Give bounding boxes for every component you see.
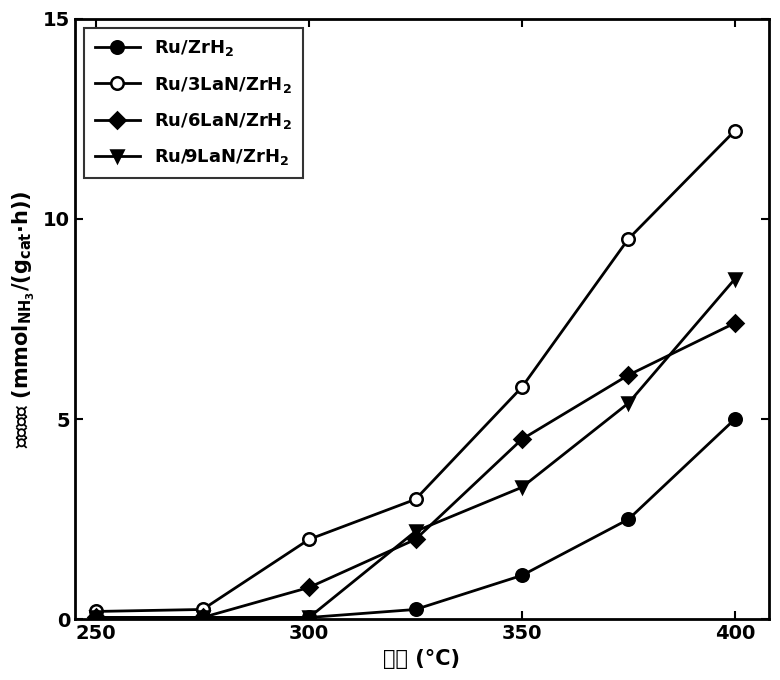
Ru/3LaN/ZrH$_2$ — [91, 607, 101, 615]
Ru/3LaN/ZrH$_2$ — [411, 495, 420, 503]
Ru/ZrH$_2$ — [730, 415, 739, 423]
Ru/9LaN/ZrH$_2$ — [517, 483, 526, 492]
Ru/6LaN/ZrH$_2$ — [198, 613, 207, 622]
Ru/ZrH$_2$ — [411, 605, 420, 613]
X-axis label: 温度 (°C): 温度 (°C) — [384, 649, 460, 669]
Line: Ru/9LaN/ZrH$_2$: Ru/9LaN/ZrH$_2$ — [90, 273, 741, 624]
Ru/ZrH$_2$ — [624, 515, 633, 524]
Ru/9LaN/ZrH$_2$ — [411, 527, 420, 535]
Ru/ZrH$_2$ — [517, 571, 526, 579]
Ru/9LaN/ZrH$_2$ — [730, 275, 739, 283]
Line: Ru/ZrH$_2$: Ru/ZrH$_2$ — [90, 413, 741, 624]
Ru/3LaN/ZrH$_2$ — [517, 383, 526, 391]
Ru/6LaN/ZrH$_2$ — [304, 583, 314, 592]
Ru/ZrH$_2$ — [91, 613, 101, 622]
Ru/6LaN/ZrH$_2$ — [624, 371, 633, 379]
Ru/9LaN/ZrH$_2$ — [304, 613, 314, 622]
Line: Ru/3LaN/ZrH$_2$: Ru/3LaN/ZrH$_2$ — [90, 124, 741, 617]
Ru/ZrH$_2$ — [198, 613, 207, 622]
Ru/9LaN/ZrH$_2$ — [91, 613, 101, 622]
Ru/3LaN/ZrH$_2$ — [304, 535, 314, 543]
Legend: Ru/ZrH$_2$, Ru/3LaN/ZrH$_2$, Ru/6LaN/ZrH$_2$, Ru/9LaN/ZrH$_2$: Ru/ZrH$_2$, Ru/3LaN/ZrH$_2$, Ru/6LaN/ZrH… — [84, 28, 303, 178]
Ru/6LaN/ZrH$_2$ — [91, 613, 101, 622]
Ru/ZrH$_2$ — [304, 613, 314, 622]
Ru/6LaN/ZrH$_2$ — [730, 319, 739, 327]
Ru/9LaN/ZrH$_2$ — [198, 613, 207, 622]
Ru/6LaN/ZrH$_2$ — [517, 435, 526, 443]
Ru/6LaN/ZrH$_2$ — [411, 535, 420, 543]
Y-axis label: 反应速率 (mmol$_{\mathrm{NH_3}}$/(g$_{\mathrm{cat}}$·h)): 反应速率 (mmol$_{\mathrm{NH_3}}$/(g$_{\mathr… — [11, 190, 37, 448]
Ru/3LaN/ZrH$_2$ — [624, 235, 633, 243]
Ru/3LaN/ZrH$_2$ — [730, 126, 739, 135]
Ru/9LaN/ZrH$_2$ — [624, 399, 633, 407]
Line: Ru/6LaN/ZrH$_2$: Ru/6LaN/ZrH$_2$ — [90, 318, 740, 623]
Ru/3LaN/ZrH$_2$ — [198, 605, 207, 613]
